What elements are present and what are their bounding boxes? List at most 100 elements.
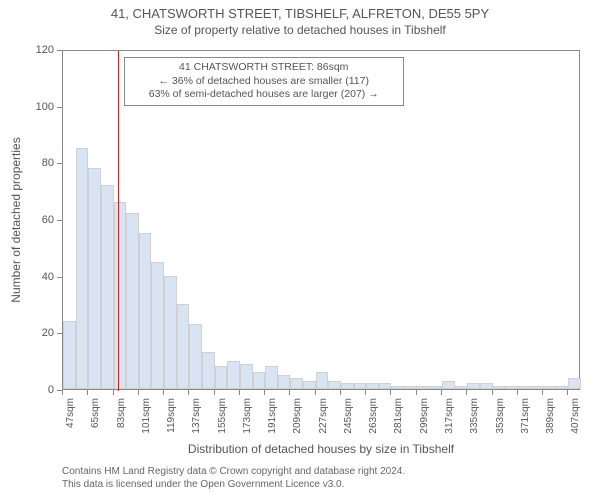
histogram-bar [366,383,379,389]
x-tick-label: 335sqm [469,398,480,434]
y-tick-label: 120 [0,44,54,56]
histogram-bar [227,361,240,389]
annotation-line-3: 63% of semi-detached houses are larger (… [131,88,397,102]
x-tick-label: 227sqm [318,398,329,434]
histogram-bar [518,386,531,389]
x-tick-label: 209sqm [292,398,303,434]
histogram-bar [429,386,442,389]
x-tick-label: 299sqm [419,398,430,434]
histogram-bar [341,383,354,389]
histogram-bar [303,381,316,390]
footer-line-2: This data is licensed under the Open Gov… [62,479,405,492]
x-tick-mark [87,390,88,395]
x-tick-label: 245sqm [343,398,354,434]
x-tick-mark [390,390,391,395]
x-tick-mark [441,390,442,395]
histogram-bar [126,213,139,389]
histogram-bar [530,386,543,389]
x-tick-label: 407sqm [570,398,581,434]
histogram-bar [391,386,404,389]
x-tick-label: 173sqm [242,398,253,434]
histogram-bar [177,304,190,389]
x-tick-label: 371sqm [520,398,531,434]
x-tick-mark [214,390,215,395]
x-tick-label: 317sqm [444,398,455,434]
histogram-bar [215,366,228,389]
histogram-bar [543,386,556,389]
y-tick-label: 60 [0,214,54,226]
histogram-bar [442,381,455,390]
y-tick-label: 20 [0,327,54,339]
x-tick-mark [567,390,568,395]
histogram-bar [493,386,506,389]
x-tick-mark [239,390,240,395]
histogram-bar [76,148,89,389]
histogram-bar [240,364,253,390]
histogram-bar [404,386,417,389]
histogram-bar [556,386,569,389]
histogram-bar [328,381,341,390]
histogram-bar [139,233,152,389]
x-tick-label: 191sqm [267,398,278,434]
annotation-box: 41 CHATSWORTH STREET: 86sqm ← 36% of det… [124,57,404,106]
reference-line [118,51,119,391]
histogram-bar [265,366,278,389]
histogram-bar [151,262,164,390]
x-tick-label: 119sqm [166,398,177,433]
x-tick-mark [340,390,341,395]
histogram-bar [189,324,202,389]
x-tick-mark [62,390,63,395]
histogram-bar [480,383,493,389]
histogram-bar [379,383,392,389]
footer-attribution: Contains HM Land Registry data © Crown c… [62,466,405,491]
x-tick-mark [492,390,493,395]
histogram-bar [290,378,303,389]
histogram-bar [253,372,266,389]
histogram-bar [63,321,76,389]
x-tick-mark [138,390,139,395]
x-tick-label: 65sqm [90,398,101,428]
x-tick-label: 281sqm [393,398,404,434]
x-tick-mark [113,390,114,395]
y-tick-label: 80 [0,157,54,169]
histogram-bar [88,168,101,389]
x-tick-label: 83sqm [116,398,127,428]
histogram-bar [101,185,114,389]
plot-area: 41 CHATSWORTH STREET: 86sqm ← 36% of det… [62,50,580,390]
histogram-bar [568,378,581,389]
x-tick-mark [517,390,518,395]
x-tick-label: 155sqm [217,398,228,434]
x-tick-mark [163,390,164,395]
x-tick-mark [315,390,316,395]
chart-root: 41, CHATSWORTH STREET, TIBSHELF, ALFRETO… [0,0,600,500]
x-tick-mark [466,390,467,395]
y-tick-label: 0 [0,384,54,396]
histogram-bar [455,386,468,389]
chart-title: 41, CHATSWORTH STREET, TIBSHELF, ALFRETO… [0,0,600,21]
x-tick-mark [264,390,265,395]
x-tick-label: 47sqm [65,398,76,428]
x-tick-mark [365,390,366,395]
x-tick-mark [416,390,417,395]
histogram-bar [354,383,367,389]
histogram-bar [467,383,480,389]
x-axis-label: Distribution of detached houses by size … [188,442,454,456]
x-tick-label: 101sqm [141,398,152,434]
y-tick-label: 40 [0,271,54,283]
chart-subtitle: Size of property relative to detached ho… [0,21,600,37]
x-tick-label: 389sqm [545,398,556,434]
x-tick-label: 353sqm [495,398,506,434]
annotation-line-2: ← 36% of detached houses are smaller (11… [131,75,397,89]
annotation-line-1: 41 CHATSWORTH STREET: 86sqm [131,61,397,75]
x-tick-mark [542,390,543,395]
x-tick-label: 137sqm [191,398,202,434]
histogram-bar [114,202,127,389]
histogram-bar [417,386,430,389]
x-tick-mark [188,390,189,395]
footer-line-1: Contains HM Land Registry data © Crown c… [62,466,405,479]
histogram-bar [164,276,177,389]
histogram-bar [202,352,215,389]
histogram-bar [316,372,329,389]
x-tick-mark [289,390,290,395]
histogram-bar [278,375,291,389]
